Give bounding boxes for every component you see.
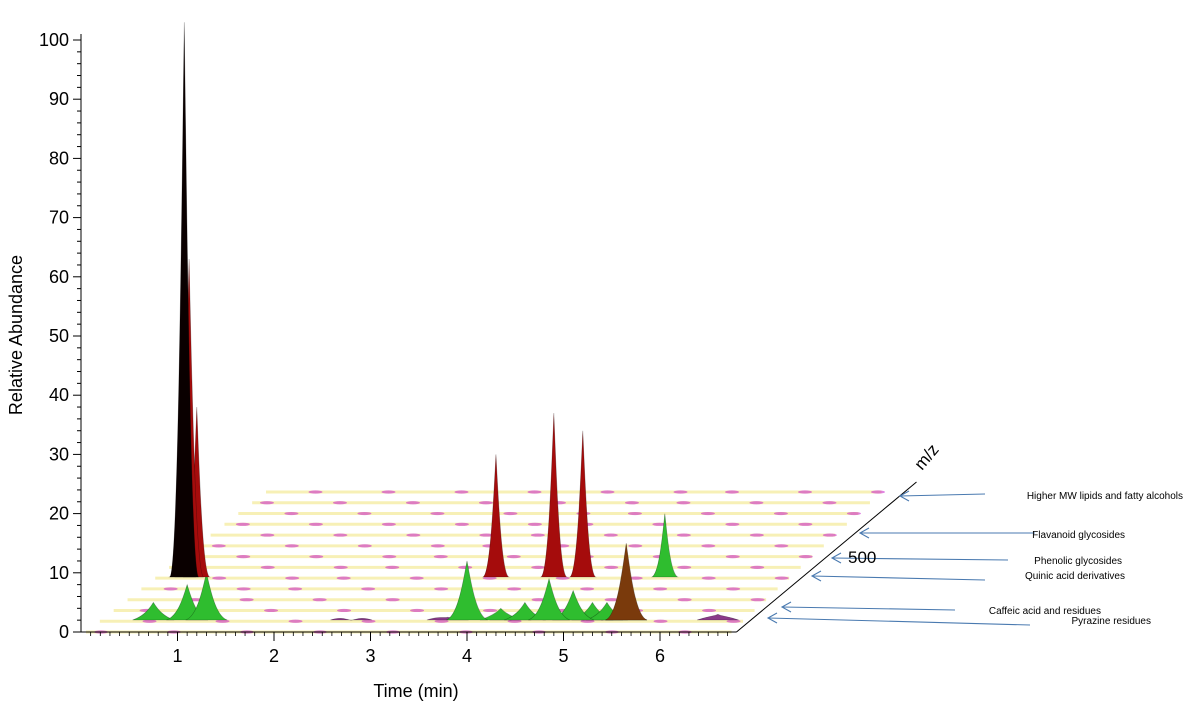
mz-floor-planes: [86, 490, 885, 634]
peak-brown: [605, 543, 648, 621]
annotation-arrow: [767, 617, 1031, 626]
annotation-arrowhead: [830, 552, 842, 564]
peak-green: [446, 560, 488, 621]
y-tick-label: 90: [49, 89, 69, 109]
y-tick-label: 80: [49, 148, 69, 168]
y-tick-label: 100: [39, 30, 69, 50]
annotation-arrow: [781, 606, 956, 611]
annotation-label: Caffeic acid and residues: [989, 606, 1101, 617]
mz-floor-row: [266, 490, 885, 494]
annotation-2: Phenolic glycosides: [830, 552, 1122, 567]
annotation-3: Quinic acid derivatives: [810, 570, 1125, 582]
x-axis-title: Time (min): [373, 681, 458, 701]
annotation-5: Pyrazine residues: [766, 612, 1151, 627]
y-tick-label: 30: [49, 444, 69, 464]
annotation-label: Quinic acid derivatives: [1025, 571, 1125, 582]
mz-floor-row: [169, 565, 801, 569]
annotation-arrow: [899, 493, 986, 497]
z-tick-500: 500: [848, 548, 876, 567]
peak-red: [539, 412, 568, 578]
y-tick-label: 40: [49, 385, 69, 405]
x-ticks: 1 2 3 4 5 6: [90, 632, 728, 666]
peak-green: [528, 577, 570, 621]
mz-floor-row: [252, 501, 870, 505]
peaks: [132, 22, 739, 621]
peak-green: [650, 513, 679, 578]
z-axis-line: [736, 481, 917, 633]
mz-floor-row: [238, 511, 861, 516]
x-tick-label: 2: [269, 646, 279, 666]
mz-floor-row: [196, 544, 824, 548]
annotation-4: Caffeic acid and residues: [780, 601, 1101, 617]
x-tick-label: 1: [172, 646, 182, 666]
annotation-label: Flavanoid glycosides: [1032, 530, 1125, 541]
annotation-arrowhead: [858, 527, 870, 539]
y-ticks: 0 10 20 30 40 50 60 70 80 90 100: [39, 30, 81, 642]
peak-black: [169, 22, 199, 578]
annotation-label: Pyrazine residues: [1072, 616, 1151, 627]
y-tick-label: 10: [49, 563, 69, 583]
y-tick-label: 0: [59, 622, 69, 642]
annotation-arrowhead: [780, 601, 792, 613]
peak-red: [568, 430, 597, 578]
peak-purple: [330, 617, 373, 621]
peak-green: [132, 601, 175, 621]
z-axis-title: m/z: [911, 440, 943, 473]
y-tick-label: 70: [49, 208, 69, 228]
annotation-arrowhead: [766, 612, 778, 624]
x-tick-label: 3: [365, 646, 375, 666]
annotation-arrowhead: [810, 570, 822, 582]
mz-floor-row: [155, 576, 790, 580]
mz-floor-row: [99, 619, 744, 623]
y-tick-label: 20: [49, 504, 69, 524]
peak-purple: [697, 613, 739, 621]
mz-floor-row: [141, 587, 778, 591]
peak-red: [482, 454, 510, 578]
mz-floor-row: [127, 598, 767, 602]
y-axis-title: Relative Abundance: [6, 255, 26, 415]
mz-floor-row: [224, 522, 847, 526]
y-tick-label: 60: [49, 267, 69, 287]
annotation-1: Flavanoid glycosides: [858, 527, 1125, 541]
annotation-arrow: [811, 575, 986, 581]
x-tick-label: 6: [655, 646, 665, 666]
x-tick-label: 4: [462, 646, 472, 666]
annotation-label: Phenolic glycosides: [1034, 556, 1122, 567]
annotation-label: Higher MW lipids and fatty alcohols: [1027, 491, 1183, 502]
y-tick-label: 50: [49, 326, 69, 346]
annotation-arrow: [831, 557, 1009, 561]
annotations: Higher MW lipids and fatty alcohols Flava…: [766, 490, 1183, 627]
x-tick-label: 5: [558, 646, 568, 666]
mz-floor-row: [210, 533, 837, 537]
annotation-arrowhead: [898, 490, 910, 502]
annotation-0: Higher MW lipids and fatty alcohols: [898, 490, 1183, 502]
